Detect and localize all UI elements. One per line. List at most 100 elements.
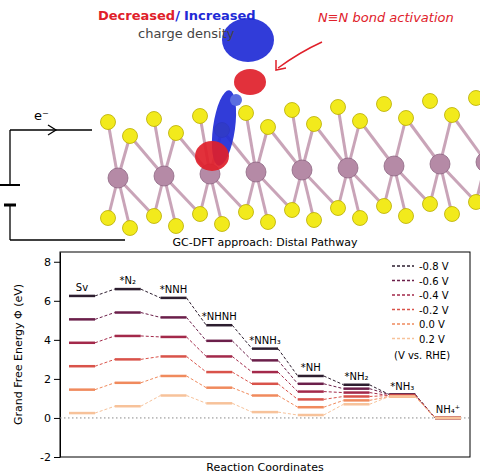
arrow-head — [48, 125, 56, 135]
energy-level — [252, 347, 278, 350]
connector — [187, 356, 207, 372]
y-axis: -202468 — [40, 253, 60, 465]
energy-level — [206, 355, 232, 358]
wire — [10, 239, 125, 240]
s-atom — [193, 207, 208, 222]
electron-label: e⁻ — [34, 108, 49, 123]
mo-atom — [292, 160, 312, 180]
connector — [370, 396, 390, 400]
bond-arrow-head — [276, 60, 286, 70]
s-atom — [423, 94, 438, 109]
legend-label: 0.2 V — [419, 334, 445, 345]
y-tick-mark — [54, 457, 60, 458]
charge-label-2: charge density — [138, 26, 235, 41]
legend: -0.8 V-0.6 V-0.4 V-0.2 V0.0 V0.2 V(V vs.… — [392, 261, 450, 361]
connector — [187, 337, 207, 357]
connector — [415, 396, 435, 418]
connector — [278, 412, 298, 415]
energy-level — [115, 405, 141, 408]
series — [69, 396, 461, 418]
energy-level — [161, 297, 187, 300]
connector — [324, 396, 344, 399]
connector — [232, 356, 252, 372]
connector — [370, 396, 390, 404]
energy-level — [161, 355, 187, 358]
connector — [370, 389, 390, 395]
connector — [95, 383, 115, 390]
category-label: *NNH — [160, 284, 187, 295]
connector — [232, 403, 252, 412]
series — [69, 336, 461, 418]
category-label: *N₂ — [120, 275, 137, 286]
s-atom — [239, 106, 254, 121]
mo-atom — [108, 168, 128, 188]
energy-level — [115, 311, 141, 314]
series — [69, 313, 461, 418]
series — [69, 289, 461, 418]
energy-level — [252, 371, 278, 374]
y-axis-line — [60, 253, 61, 458]
connector — [187, 376, 207, 388]
connector — [141, 335, 161, 337]
s-atom — [331, 100, 346, 115]
y-tick: 2 — [44, 373, 60, 386]
connector — [278, 384, 298, 400]
energy-level — [206, 340, 232, 343]
chart: GC-DFT approach: Distal Pathway-202468Gr… — [12, 236, 470, 474]
mo-atom — [430, 154, 450, 174]
y-tick: 6 — [44, 295, 60, 308]
charge-label-1: Decreased/Increased — [98, 8, 256, 23]
s-atom — [285, 103, 300, 118]
connector — [278, 372, 298, 392]
energy-level — [69, 388, 95, 391]
s-atom — [469, 195, 480, 210]
energy-level — [435, 417, 461, 420]
s-atom — [215, 217, 230, 232]
series — [69, 356, 461, 418]
plot-frame — [60, 252, 470, 457]
legend-label: -0.2 V — [419, 305, 449, 316]
connector — [95, 336, 115, 343]
energy-level — [344, 387, 370, 390]
connector — [415, 396, 435, 418]
bond-label: N≡N bond activation — [318, 10, 454, 25]
energy-level — [435, 417, 461, 420]
category-label: *NHNH — [202, 311, 237, 322]
energy-level — [344, 384, 370, 387]
wire — [9, 130, 10, 185]
connector — [324, 391, 344, 393]
category-label: *NH₃ — [390, 381, 414, 392]
s-atom — [123, 129, 138, 144]
y-tick-label: 2 — [44, 373, 51, 386]
illustration: e⁻ Decreased/Increased charge density N≡N b… — [0, 8, 480, 240]
energy-level — [69, 295, 95, 298]
y-tick: 0 — [44, 412, 60, 425]
energy-level — [115, 335, 141, 338]
legend-swatch — [392, 294, 414, 296]
energy-level — [435, 417, 461, 420]
mo-atom — [476, 152, 480, 172]
legend-swatch — [392, 323, 414, 325]
connector — [278, 396, 298, 408]
wire — [9, 205, 10, 240]
energy-level — [389, 395, 415, 398]
s-atom — [169, 219, 184, 234]
connector — [187, 396, 207, 404]
category-label: *NH — [301, 362, 321, 373]
connector — [415, 395, 435, 418]
energy-level — [115, 358, 141, 361]
energy-level — [115, 382, 141, 385]
s-atom — [423, 197, 438, 212]
energy-level — [252, 359, 278, 362]
s-atom — [261, 120, 276, 135]
energy-level — [298, 383, 324, 386]
category-label: NH₄⁺ — [436, 404, 460, 415]
s-atom — [101, 115, 116, 130]
s-atom — [353, 211, 368, 226]
density-lobe — [234, 69, 266, 95]
y-tick-label: 0 — [44, 412, 51, 425]
y-tick: 4 — [44, 334, 60, 347]
energy-level — [69, 342, 95, 345]
energy-level — [69, 365, 95, 368]
s-atom — [377, 97, 392, 112]
